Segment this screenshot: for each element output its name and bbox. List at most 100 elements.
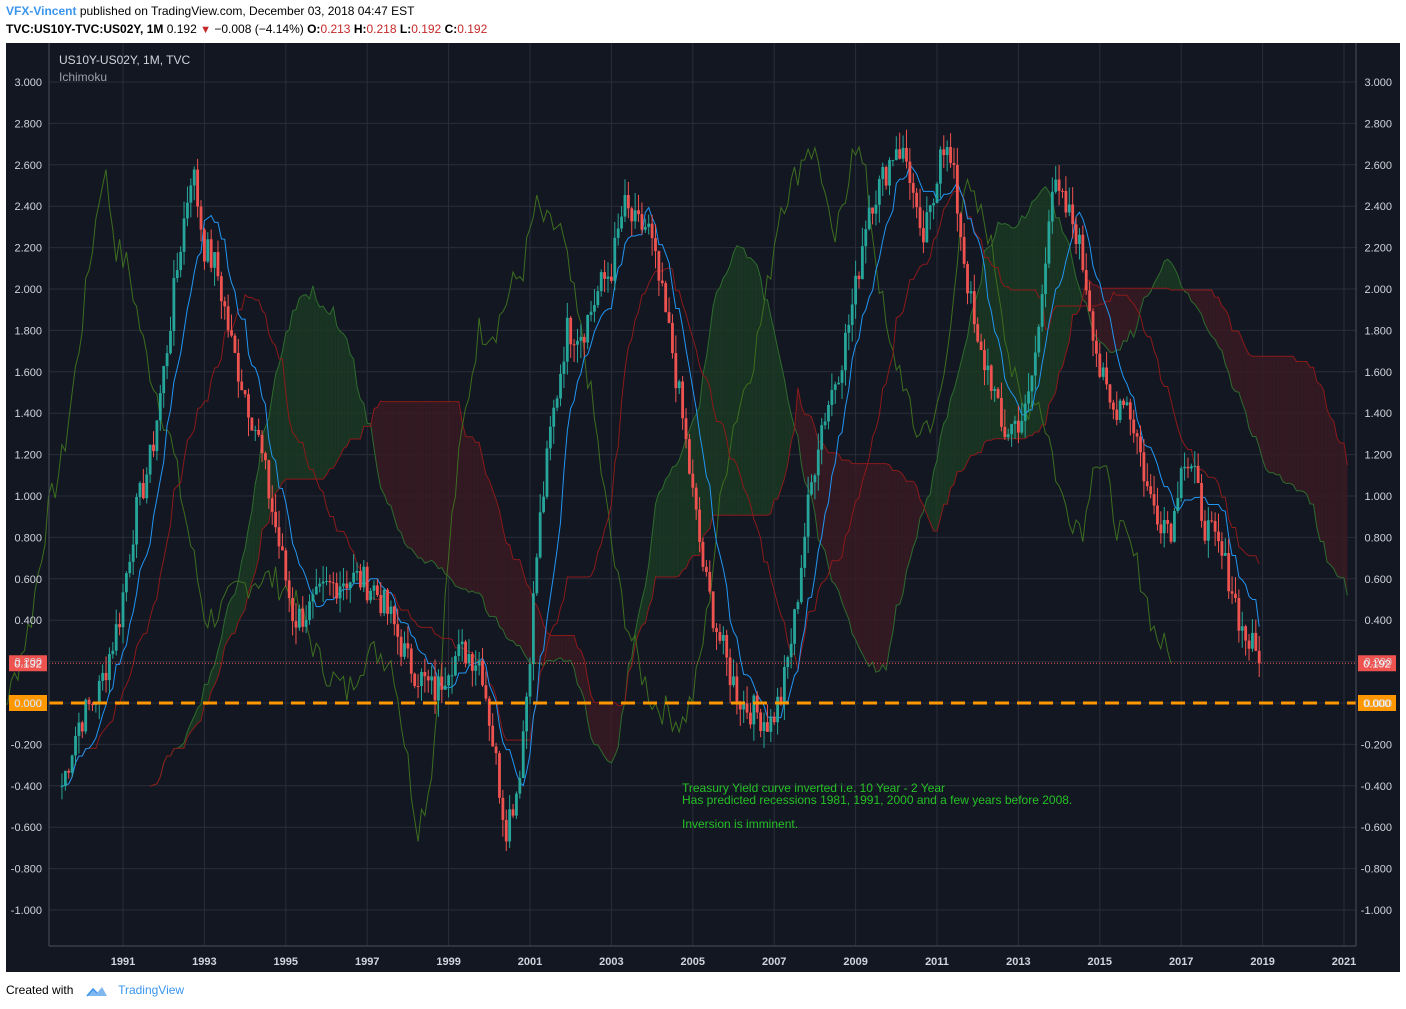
candle-body — [959, 213, 963, 237]
candle-body — [793, 609, 796, 644]
candle-body — [816, 449, 820, 476]
x-tick-label: 2019 — [1250, 956, 1274, 968]
candle-body — [1118, 400, 1122, 420]
tradingview-link[interactable]: TradingView — [118, 983, 185, 997]
candle-body — [823, 421, 827, 426]
cloud-segment — [543, 624, 547, 666]
cloud-segment — [913, 481, 917, 547]
last-price-badge-left-text: 0.192 — [14, 658, 42, 670]
candle-body — [1142, 452, 1146, 482]
cloud-segment — [513, 558, 517, 646]
candle-body — [131, 544, 135, 562]
candle-body — [504, 819, 508, 842]
cloud-segment — [526, 584, 530, 664]
y-tick-label-left: 0.200 — [14, 657, 42, 669]
cloud-segment — [577, 647, 581, 690]
cloud-segment — [1272, 356, 1277, 475]
zero-badge-left-text: 0.000 — [14, 698, 42, 710]
cloud-segment — [1313, 367, 1317, 528]
candle-body — [1071, 204, 1075, 225]
x-tick-label: 2013 — [1006, 956, 1030, 968]
candle-body — [223, 301, 227, 307]
cloud-segment — [591, 695, 595, 745]
cloud-segment — [563, 635, 568, 662]
candle-body — [1000, 397, 1003, 427]
candle-body — [389, 606, 393, 614]
candle-body — [287, 580, 291, 599]
candle-body — [996, 389, 1000, 398]
last-price-badge-right: 0.192 — [1358, 655, 1396, 672]
y-tick-label-right: 1.200 — [1364, 450, 1392, 462]
cloud-segment — [889, 464, 893, 649]
cloud-segment — [1279, 356, 1283, 482]
cloud-segment — [197, 704, 202, 724]
candle-body — [745, 703, 749, 713]
cloud-segment — [468, 436, 473, 593]
candle-body — [297, 608, 301, 628]
author-link[interactable]: VFX-Vincent — [6, 4, 77, 18]
cloud-segment — [567, 635, 571, 662]
candle-body — [1176, 498, 1180, 512]
cloud-segment — [998, 222, 1002, 439]
last-price-badge-right-text: 0.192 — [1363, 658, 1391, 670]
candle-body — [420, 671, 423, 686]
candle-body — [786, 657, 790, 668]
candle-body — [101, 672, 105, 681]
candle-body — [304, 620, 308, 627]
candle-body — [613, 237, 617, 281]
cloud-segment — [299, 295, 303, 480]
y-tick-label-left: 0.000 — [14, 698, 42, 710]
candle-body — [430, 676, 434, 681]
candle-body — [121, 592, 125, 628]
candle-body — [610, 276, 613, 281]
cloud-segment — [953, 377, 958, 485]
candle-body — [681, 381, 685, 419]
cloud-segment — [1001, 223, 1005, 439]
candle-body — [1047, 221, 1051, 264]
cloud-segment — [1011, 227, 1016, 439]
leading-span-a — [149, 186, 1348, 787]
cloud-segment — [194, 708, 198, 728]
cloud-segment — [421, 401, 425, 564]
candle-body — [633, 210, 637, 222]
cloud-segment — [1320, 384, 1324, 542]
symbol-label[interactable]: TVC:US10Y-TVC:US02Y, 1M — [6, 22, 164, 36]
cloud-segment — [1035, 194, 1039, 433]
candle-body — [983, 349, 986, 371]
cloud-segment — [1004, 223, 1009, 439]
cloud-segment — [241, 548, 246, 616]
candle-body — [789, 643, 793, 658]
candle-body — [1003, 426, 1007, 438]
last-price-badge-left-bg — [9, 655, 47, 672]
cloud-segment — [970, 304, 975, 456]
candle-body — [650, 223, 654, 239]
candle-body — [871, 207, 874, 214]
candle-body — [1132, 419, 1136, 434]
cloud-segment — [1096, 285, 1100, 342]
cloud-segment — [1316, 382, 1321, 542]
candle-body — [565, 317, 569, 362]
candle-body — [1166, 519, 1170, 524]
candle-body — [1067, 204, 1071, 213]
cloud-segment — [869, 463, 873, 667]
cloud-segment — [845, 460, 849, 620]
candle-body — [867, 207, 871, 230]
cloud-segment — [787, 399, 792, 465]
cloud-segment — [723, 273, 727, 516]
candle-body — [905, 147, 908, 162]
candle-body — [694, 487, 698, 510]
cloud-segment — [228, 598, 232, 641]
cloud-segment — [536, 605, 541, 664]
legend-indicator[interactable]: Ichimoku — [59, 70, 107, 84]
cloud-segment — [1235, 330, 1239, 393]
cloud-segment — [1025, 211, 1029, 439]
cloud-segment — [1055, 217, 1060, 393]
candle-body — [236, 352, 240, 382]
candle-body — [922, 228, 925, 243]
x-tick-label: 2009 — [843, 956, 867, 968]
price-chart[interactable]: 0.192 0.192 0.000 0.000 3.000 3.000 2.800 2.80… — [6, 43, 1400, 972]
cloud-segment — [770, 315, 775, 514]
y-tick-label-right: 2.600 — [1364, 160, 1392, 172]
candle-body — [155, 420, 159, 452]
cloud-segment — [736, 245, 741, 516]
